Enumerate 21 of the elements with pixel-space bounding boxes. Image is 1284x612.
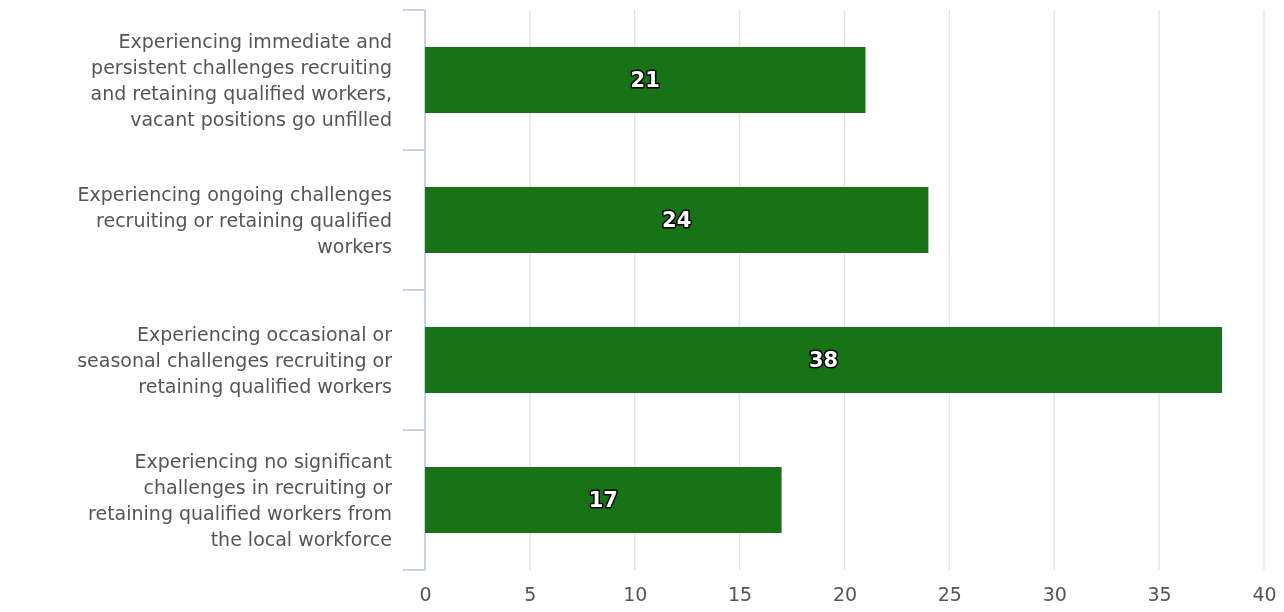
data-label: 24 <box>662 208 692 233</box>
x-tick-label: 15 <box>728 583 753 606</box>
y-tick-label: Experiencing occasional or seasonal challenges recruiting or retaining qualified workers <box>77 322 393 397</box>
data-label: 38 <box>808 348 839 373</box>
bar <box>425 467 782 533</box>
x-tick-label: 25 <box>937 583 962 606</box>
y-tick-label: Experiencing no significant challenges in recruiting or retaining qualified workers from the local workforce <box>88 449 393 550</box>
x-tick-label: 10 <box>623 583 648 606</box>
bar <box>425 187 929 253</box>
data-label: 21 <box>630 68 660 93</box>
x-tick-label: 5 <box>524 583 537 606</box>
y-tick-label: Experiencing ongoing challenges recruiting or retaining qualified workers <box>77 182 392 257</box>
x-tick-label: 35 <box>1147 583 1172 606</box>
x-tick-label: 40 <box>1252 583 1277 606</box>
x-tick-label: 30 <box>1042 583 1067 606</box>
y-tick-label: Experiencing immediate and persistent challenges recruiting and retaining qualified workers, vacant positions go unfilled <box>90 29 392 130</box>
x-tick-label: 0 <box>419 583 432 606</box>
data-label: 17 <box>588 488 618 513</box>
bar <box>425 47 866 113</box>
x-tick-label: 20 <box>832 583 858 606</box>
bar <box>425 327 1223 393</box>
